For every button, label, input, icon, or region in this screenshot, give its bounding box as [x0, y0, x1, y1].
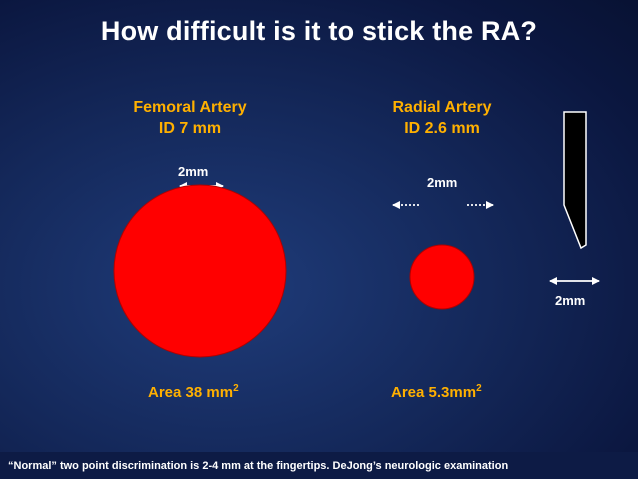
femoral-area-text: Area 38 mm: [148, 384, 234, 401]
radial-area: Area 5.3mm2: [391, 383, 482, 401]
femoral-artery-circle: [113, 184, 287, 358]
radial-name: Radial Artery: [392, 99, 492, 116]
femoral-area-sup: 2: [233, 383, 239, 394]
radial-heading: Radial Artery ID 2.6 mm: [372, 97, 512, 139]
femoral-area: Area 38 mm2: [148, 383, 239, 401]
needle-scale-label: 2mm: [555, 293, 586, 308]
femoral-id: ID 7 mm: [158, 120, 222, 137]
radial-artery-circle: [409, 244, 475, 310]
radial-scale-label: 2mm: [427, 175, 458, 190]
radial-id: ID 2.6 mm: [404, 120, 480, 137]
femoral-scale-label: 2mm: [178, 164, 209, 179]
femoral-name: Femoral Artery: [133, 99, 247, 116]
needle-icon: [563, 111, 587, 250]
radial-area-sup: 2: [476, 383, 482, 394]
radial-area-text: Area 5.3mm: [391, 384, 477, 401]
slide-title: How difficult is it to stick the RA?: [100, 16, 538, 46]
footer-bar: [0, 452, 638, 479]
femoral-heading: Femoral Artery ID 7 mm: [110, 97, 270, 139]
footer-text: “Normal” two point discrimination is 2-4…: [8, 460, 509, 472]
